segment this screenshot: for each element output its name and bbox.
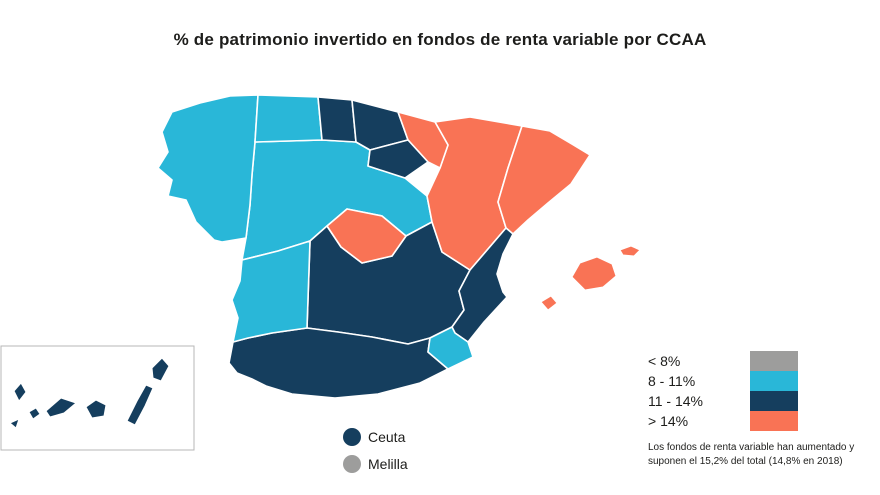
island-fuerteventura <box>126 384 154 426</box>
region-madrid <box>326 208 407 264</box>
region-la-rioja <box>367 139 429 179</box>
ceuta-marker-label: Ceuta <box>368 429 406 445</box>
legend-item-11-14: 11 - 14% <box>648 391 798 411</box>
legend-label-11-14: 11 - 14% <box>648 393 703 409</box>
region-murcia <box>427 326 474 370</box>
region-asturias <box>254 94 323 143</box>
region-extremadura <box>231 240 311 343</box>
island-menorca <box>619 245 641 257</box>
region-cantabria <box>317 96 357 143</box>
legend-item-8-11: 8 - 11% <box>648 371 798 391</box>
region-cataluna <box>497 125 591 235</box>
island-gran-canaria <box>85 399 107 419</box>
region-canarias <box>9 357 170 429</box>
legend-label-gt14: > 14% <box>648 413 689 429</box>
legend-swatch-gt14 <box>750 411 798 431</box>
page-title: % de patrimonio invertido en fondos de r… <box>173 30 707 49</box>
legend-item-gt14: > 14% <box>648 411 798 431</box>
island-la-palma <box>13 382 27 402</box>
legend-swatch-lt8 <box>750 351 798 371</box>
legend-label-8-11: 8 - 11% <box>648 373 696 389</box>
island-mallorca <box>571 256 617 291</box>
legend-footnote: Los fondos de renta variable han aumenta… <box>648 442 855 467</box>
legend: < 8% 8 - 11% 11 - 14% > 14% <box>648 351 798 431</box>
island-lanzarote <box>151 357 170 382</box>
legend-swatch-8-11 <box>750 371 798 391</box>
legend-swatch-11-14 <box>750 391 798 411</box>
legend-label-lt8: < 8% <box>648 353 681 369</box>
region-baleares <box>540 245 641 311</box>
island-el-hierro <box>9 418 20 429</box>
melilla-marker-dot <box>343 455 361 473</box>
melilla-marker-label: Melilla <box>368 456 408 472</box>
island-la-gomera <box>28 407 41 420</box>
legend-item-lt8: < 8% <box>648 351 798 371</box>
region-valencia <box>451 227 514 343</box>
ceuta-marker-dot <box>343 428 361 446</box>
island-ibiza <box>540 295 558 311</box>
island-tenerife <box>45 397 77 418</box>
region-galicia <box>157 94 259 243</box>
